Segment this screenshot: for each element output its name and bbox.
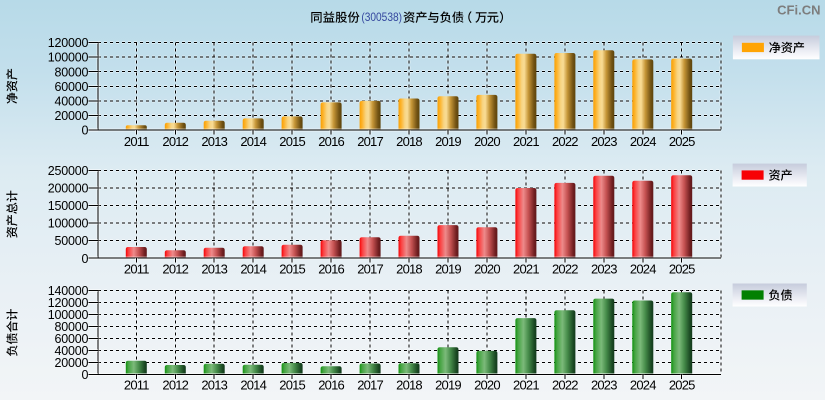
svg-text:2015: 2015 (279, 378, 305, 393)
svg-text:2013: 2013 (201, 134, 227, 149)
svg-text:0: 0 (82, 368, 89, 382)
svg-text:2019: 2019 (435, 378, 461, 393)
svg-text:2014: 2014 (240, 378, 266, 393)
svg-text:2011: 2011 (124, 134, 149, 149)
svg-text:2011: 2011 (124, 378, 149, 393)
svg-text:2025: 2025 (669, 378, 695, 393)
svg-text:0: 0 (82, 252, 89, 266)
svg-text:2017: 2017 (357, 134, 383, 149)
svg-text:2016: 2016 (318, 378, 344, 393)
svg-text:80000: 80000 (55, 65, 89, 79)
svg-text:2018: 2018 (396, 378, 422, 393)
svg-text:80000: 80000 (55, 320, 89, 334)
svg-text:60000: 60000 (55, 80, 89, 94)
svg-text:60000: 60000 (55, 332, 89, 346)
svg-text:2021: 2021 (513, 134, 539, 149)
svg-text:2022: 2022 (552, 378, 578, 393)
svg-text:40000: 40000 (55, 344, 89, 358)
svg-text:100000: 100000 (48, 217, 89, 231)
svg-text:2024: 2024 (630, 378, 656, 393)
svg-text:2011: 2011 (124, 261, 149, 276)
svg-text:2013: 2013 (201, 261, 227, 276)
svg-text:2016: 2016 (318, 261, 344, 276)
svg-text:2020: 2020 (474, 378, 500, 393)
svg-text:20000: 20000 (55, 356, 89, 370)
svg-text:2022: 2022 (552, 134, 578, 149)
svg-text:2016: 2016 (318, 134, 344, 149)
svg-text:2024: 2024 (630, 261, 656, 276)
svg-text:250000: 250000 (48, 164, 89, 178)
svg-text:2020: 2020 (474, 134, 500, 149)
svg-text:2024: 2024 (630, 134, 656, 149)
svg-text:2023: 2023 (591, 378, 617, 393)
svg-text:2022: 2022 (552, 261, 578, 276)
svg-text:(300538): (300538) (361, 10, 402, 24)
svg-text:2018: 2018 (396, 134, 422, 149)
svg-text:2020: 2020 (474, 261, 500, 276)
svg-text:2012: 2012 (162, 134, 188, 149)
svg-text:2017: 2017 (357, 261, 383, 276)
svg-text:2015: 2015 (279, 134, 305, 149)
svg-text:140000: 140000 (48, 284, 89, 298)
svg-text:2018: 2018 (396, 261, 422, 276)
svg-text:2014: 2014 (240, 134, 266, 149)
svg-text:120000: 120000 (48, 296, 89, 310)
svg-text:2012: 2012 (162, 378, 188, 393)
svg-text:2019: 2019 (435, 261, 461, 276)
svg-text:2023: 2023 (591, 261, 617, 276)
svg-text:2015: 2015 (279, 261, 305, 276)
svg-text:2023: 2023 (591, 134, 617, 149)
svg-text:50000: 50000 (55, 234, 89, 248)
svg-text:0: 0 (82, 124, 89, 138)
svg-text:2021: 2021 (513, 261, 539, 276)
svg-text:200000: 200000 (48, 181, 89, 195)
svg-text:2025: 2025 (669, 261, 695, 276)
svg-text:2014: 2014 (240, 261, 266, 276)
svg-text:20000: 20000 (55, 109, 89, 123)
svg-text:CFi.CN: CFi.CN (777, 2, 820, 17)
svg-text:150000: 150000 (48, 199, 89, 213)
svg-text:2025: 2025 (669, 134, 695, 149)
svg-text:2021: 2021 (513, 378, 539, 393)
svg-text:120000: 120000 (48, 36, 89, 50)
svg-text:40000: 40000 (55, 94, 89, 108)
svg-text:2019: 2019 (435, 134, 461, 149)
svg-text:2012: 2012 (162, 261, 188, 276)
svg-text:2013: 2013 (201, 378, 227, 393)
svg-text:2017: 2017 (357, 378, 383, 393)
svg-text:100000: 100000 (48, 308, 89, 322)
svg-text:100000: 100000 (48, 51, 89, 65)
